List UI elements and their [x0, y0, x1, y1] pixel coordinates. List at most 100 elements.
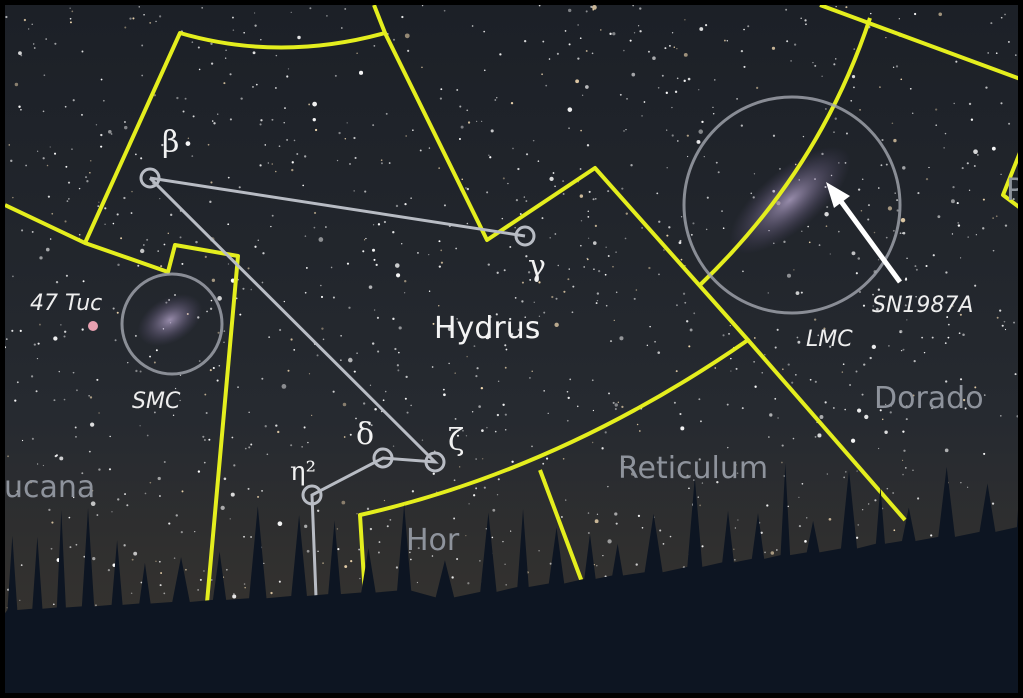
star	[37, 342, 40, 345]
star	[140, 157, 143, 160]
star	[497, 478, 500, 481]
star	[227, 223, 230, 226]
star	[225, 49, 227, 52]
star	[283, 300, 286, 303]
star-marker	[301, 484, 323, 506]
star	[160, 265, 163, 268]
star	[100, 133, 103, 137]
star	[698, 458, 701, 461]
star	[850, 438, 856, 443]
star	[879, 86, 881, 89]
star	[296, 153, 299, 155]
star	[207, 143, 210, 146]
star	[153, 361, 156, 364]
star	[417, 251, 419, 254]
star	[69, 7, 71, 10]
star	[892, 491, 895, 494]
star	[247, 487, 250, 490]
star	[716, 481, 719, 484]
star	[264, 144, 267, 146]
star	[98, 201, 100, 203]
star	[293, 349, 296, 351]
star	[594, 197, 597, 200]
star	[243, 535, 245, 538]
star	[197, 589, 199, 591]
star	[496, 413, 500, 417]
star	[774, 397, 777, 400]
star	[698, 129, 704, 134]
star	[735, 367, 738, 370]
star	[353, 136, 356, 140]
star	[542, 462, 545, 465]
star	[726, 40, 729, 42]
star	[454, 417, 457, 420]
star	[431, 366, 434, 368]
star	[223, 82, 226, 85]
star	[538, 281, 541, 284]
star	[55, 281, 59, 284]
star	[330, 266, 333, 269]
star	[8, 144, 10, 146]
star	[20, 564, 23, 567]
star	[740, 49, 744, 53]
star	[937, 215, 941, 219]
star	[68, 198, 70, 200]
star	[182, 110, 185, 113]
star	[159, 197, 161, 200]
star	[64, 220, 67, 223]
star	[505, 584, 507, 586]
star	[325, 226, 327, 228]
star	[673, 46, 675, 48]
star	[456, 558, 459, 561]
star	[157, 476, 161, 481]
star	[966, 162, 969, 165]
star	[904, 304, 907, 307]
star	[770, 551, 775, 555]
star	[271, 118, 274, 121]
star	[248, 446, 251, 449]
star-markers	[139, 167, 536, 506]
star	[217, 296, 222, 301]
star	[769, 413, 773, 417]
star	[652, 56, 656, 60]
star	[304, 291, 307, 294]
star	[875, 307, 879, 311]
star	[36, 357, 39, 360]
star	[217, 331, 220, 334]
star	[238, 186, 241, 189]
star	[277, 521, 283, 527]
labels: β γ δ ζ η² Hydrus Dorado Reticulum Hor u…	[5, 125, 1018, 558]
star	[321, 327, 324, 330]
star	[676, 47, 678, 50]
star	[877, 447, 880, 450]
star	[394, 347, 397, 351]
star	[958, 332, 961, 335]
star	[78, 233, 81, 236]
star	[857, 524, 860, 526]
star	[898, 18, 900, 20]
star	[12, 275, 14, 278]
star	[523, 40, 527, 43]
star	[658, 273, 660, 276]
star	[617, 401, 619, 403]
star	[287, 369, 290, 372]
star	[134, 334, 137, 337]
star	[607, 485, 609, 488]
star	[817, 433, 822, 438]
star	[74, 426, 77, 429]
star	[64, 330, 67, 333]
star	[210, 299, 213, 302]
star	[229, 73, 232, 76]
star	[737, 519, 739, 521]
star	[567, 396, 570, 400]
star	[337, 548, 340, 551]
star	[481, 120, 483, 123]
star	[476, 120, 478, 123]
star	[1004, 224, 1008, 227]
star	[906, 319, 908, 321]
star	[461, 178, 464, 180]
star	[614, 403, 618, 407]
star	[812, 62, 814, 64]
star	[471, 411, 474, 413]
star	[905, 418, 908, 421]
